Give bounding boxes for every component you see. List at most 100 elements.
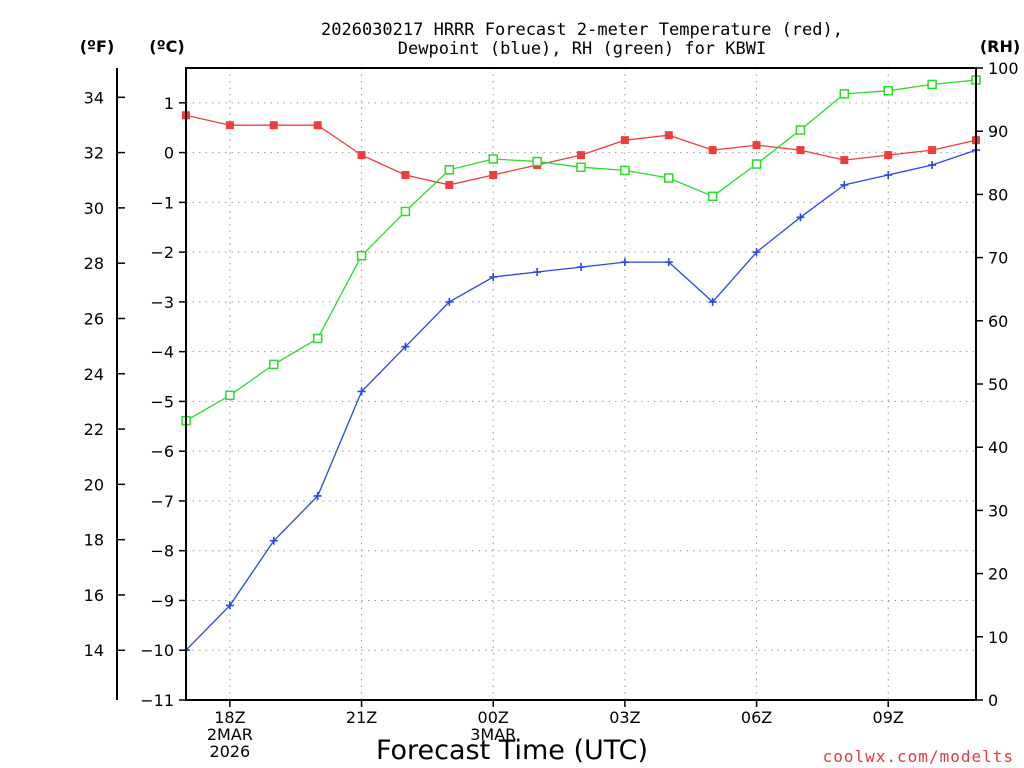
fahrenheit-tick-label: 34 — [84, 88, 104, 107]
rh-point — [400, 206, 411, 217]
fahrenheit-tick-label: 18 — [84, 531, 104, 550]
celsius-tick-label: −9 — [150, 591, 174, 610]
data-series — [181, 75, 981, 655]
rh-point — [269, 359, 279, 370]
dewpoint-series-line — [185, 149, 977, 651]
rh-tick-label: 10 — [988, 628, 1008, 647]
celsius-tick-label: −11 — [140, 691, 174, 710]
rh-point — [576, 162, 586, 172]
dewpoint-point — [269, 536, 278, 545]
celsius-axis: −11−10−9−8−7−6−5−4−3−2−101 — [140, 94, 186, 710]
dewpoint-point — [225, 601, 234, 610]
celsius-tick-label: −8 — [150, 542, 174, 561]
chart-title-line-2: Dewpoint (blue), RH (green) for KBWI — [398, 39, 766, 59]
celsius-tick-label: −4 — [150, 343, 174, 362]
fahrenheit-axis: 14 16 18 20 22 24 26 28 30 32 34 — [84, 88, 125, 660]
rh-point — [883, 86, 893, 96]
x-tick-label: 2MAR — [207, 725, 253, 744]
x-tick-label: 06Z — [741, 708, 772, 727]
rh-point — [312, 333, 323, 344]
x-tick-label: 21Z — [346, 708, 377, 727]
rh-point — [444, 165, 455, 175]
dewpoint-point — [664, 258, 673, 267]
temperature-point — [269, 121, 278, 130]
dewpoint-point — [357, 387, 366, 396]
rh-point — [532, 156, 542, 167]
x-tick-label: 03Z — [609, 708, 640, 727]
dewpoint-point — [489, 273, 498, 282]
dewpoint-point — [708, 297, 717, 306]
dewpoint-point — [533, 268, 542, 277]
rh-point — [751, 159, 762, 169]
watermark: coolwx.com/modelts — [823, 747, 1014, 766]
fahrenheit-tick-label: 20 — [84, 475, 104, 494]
rh-axis: 0 10 20 30 40 50 60 70 80 90 100 — [976, 59, 1019, 710]
rh-tick-label: 70 — [988, 249, 1008, 268]
dewpoint-point — [577, 263, 585, 272]
dewpoint-point — [752, 248, 761, 257]
temperature-point — [664, 131, 673, 140]
fahrenheit-unit-label: (ºF) — [80, 37, 115, 56]
rh-series-line — [185, 79, 977, 422]
x-tick-label: 18Z — [214, 708, 245, 727]
temperature-point — [884, 151, 893, 160]
temperature-point — [708, 146, 717, 155]
rh-point — [356, 250, 367, 261]
temperature-series-line — [185, 114, 977, 186]
fahrenheit-tick-label: 26 — [84, 309, 104, 328]
fahrenheit-tick-label: 28 — [84, 254, 104, 273]
temperature-point — [489, 170, 498, 179]
temperature-point — [577, 151, 585, 160]
temperature-point — [620, 136, 629, 145]
rh-tick-label: 60 — [988, 312, 1008, 331]
x-tick-label: 3MAR — [470, 725, 516, 744]
rh-tick-label: 30 — [988, 501, 1008, 520]
temperature-point — [445, 180, 454, 189]
x-tick-label: 00Z — [478, 708, 509, 727]
rh-point — [225, 390, 235, 401]
dewpoint-point — [401, 342, 410, 351]
x-tick-label: 2026 — [210, 742, 251, 761]
temperature-point — [401, 170, 410, 179]
rh-point — [488, 154, 498, 164]
rh-tick-label: 50 — [988, 375, 1008, 394]
fahrenheit-tick-label: 16 — [84, 586, 104, 605]
rh-unit-label: (RH) — [980, 37, 1020, 56]
celsius-tick-label: −5 — [150, 392, 174, 411]
rh-point — [839, 89, 850, 99]
celsius-tick-label: −10 — [140, 641, 174, 660]
celsius-tick-label: −2 — [150, 243, 174, 262]
dewpoint-point — [620, 258, 629, 267]
rh-point — [664, 173, 674, 183]
rh-tick-label: 20 — [988, 565, 1008, 584]
dewpoint-point — [796, 213, 805, 222]
rh-tick-label: 0 — [988, 691, 998, 710]
celsius-tick-label: 1 — [164, 94, 174, 113]
temperature-point — [357, 151, 366, 160]
temperature-point — [796, 146, 805, 155]
celsius-tick-label: −7 — [150, 492, 174, 511]
temperature-point — [313, 121, 322, 130]
rh-point — [927, 79, 937, 90]
dewpoint-point — [884, 170, 893, 179]
fahrenheit-tick-label: 22 — [84, 420, 104, 439]
fahrenheit-tick-label: 14 — [84, 641, 104, 660]
celsius-tick-label: −1 — [150, 193, 174, 212]
celsius-tick-label: 0 — [164, 144, 174, 163]
rh-tick-label: 40 — [988, 438, 1008, 457]
dewpoint-point — [313, 491, 322, 500]
chart-title-line-1: 2026030217 HRRR Forecast 2-meter Tempera… — [321, 20, 843, 40]
celsius-unit-label: (ºC) — [149, 37, 184, 56]
x-tick-label: 09Z — [873, 708, 904, 727]
temperature-point — [840, 156, 849, 165]
rh-tick-label: 100 — [988, 59, 1019, 78]
rh-tick-label: 90 — [988, 122, 1008, 141]
rh-point — [707, 191, 718, 202]
temperature-point — [225, 121, 234, 130]
temperature-point — [752, 141, 761, 150]
rh-point — [795, 125, 806, 135]
rh-tick-label: 80 — [988, 185, 1008, 204]
dewpoint-point — [445, 297, 454, 306]
